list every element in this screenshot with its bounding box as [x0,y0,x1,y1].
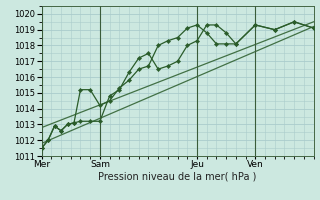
X-axis label: Pression niveau de la mer( hPa ): Pression niveau de la mer( hPa ) [99,172,257,182]
